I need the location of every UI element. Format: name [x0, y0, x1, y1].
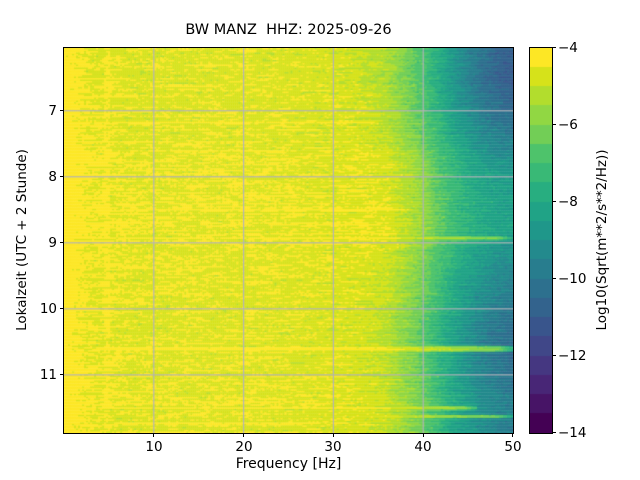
- colorbar-tick-label: −8: [558, 194, 578, 210]
- chart-title: BW MANZ HHZ: 2025-09-26: [185, 22, 392, 38]
- y-tick-label: 7: [48, 103, 57, 119]
- y-tick-mark: [60, 242, 64, 243]
- y-tick-label: 8: [48, 169, 57, 185]
- x-tick-label: 50: [504, 439, 522, 455]
- y-tick-mark: [60, 308, 64, 309]
- x-tick-mark: [153, 433, 154, 437]
- colorbar-canvas: [530, 48, 552, 433]
- colorbar-label: Log10(Sqrt(m**2/s**2/Hz)): [594, 149, 610, 331]
- colorbar-tick-mark: [552, 201, 556, 202]
- x-tick-mark: [333, 433, 334, 437]
- x-tick-label: 40: [414, 439, 432, 455]
- x-tick-label: 20: [235, 439, 253, 455]
- colorbar-tick-mark: [552, 432, 556, 433]
- spectrogram-canvas: [64, 48, 513, 433]
- x-tick-mark: [423, 433, 424, 437]
- y-tick-label: 10: [39, 301, 57, 317]
- colorbar-tick-label: −4: [558, 40, 578, 56]
- y-tick-mark: [60, 374, 64, 375]
- x-tick-label: 10: [145, 439, 163, 455]
- colorbar-tick-label: −12: [558, 348, 587, 364]
- x-tick-mark: [512, 433, 513, 437]
- x-tick-label: 30: [324, 439, 342, 455]
- y-axis-label: Lokalzeit (UTC + 2 Stunde): [14, 149, 30, 331]
- colorbar-tick-mark: [552, 278, 556, 279]
- y-tick-label: 11: [39, 367, 57, 383]
- colorbar-tick-mark: [552, 124, 556, 125]
- colorbar-tick-label: −6: [558, 117, 578, 133]
- colorbar-tick-label: −10: [558, 271, 587, 287]
- x-tick-mark: [243, 433, 244, 437]
- y-tick-label: 9: [48, 235, 57, 251]
- colorbar-tick-label: −14: [558, 425, 587, 441]
- y-tick-mark: [60, 110, 64, 111]
- x-axis-label: Frequency [Hz]: [235, 456, 342, 472]
- colorbar-tick-mark: [552, 355, 556, 356]
- y-tick-mark: [60, 176, 64, 177]
- colorbar-tick-mark: [552, 47, 556, 48]
